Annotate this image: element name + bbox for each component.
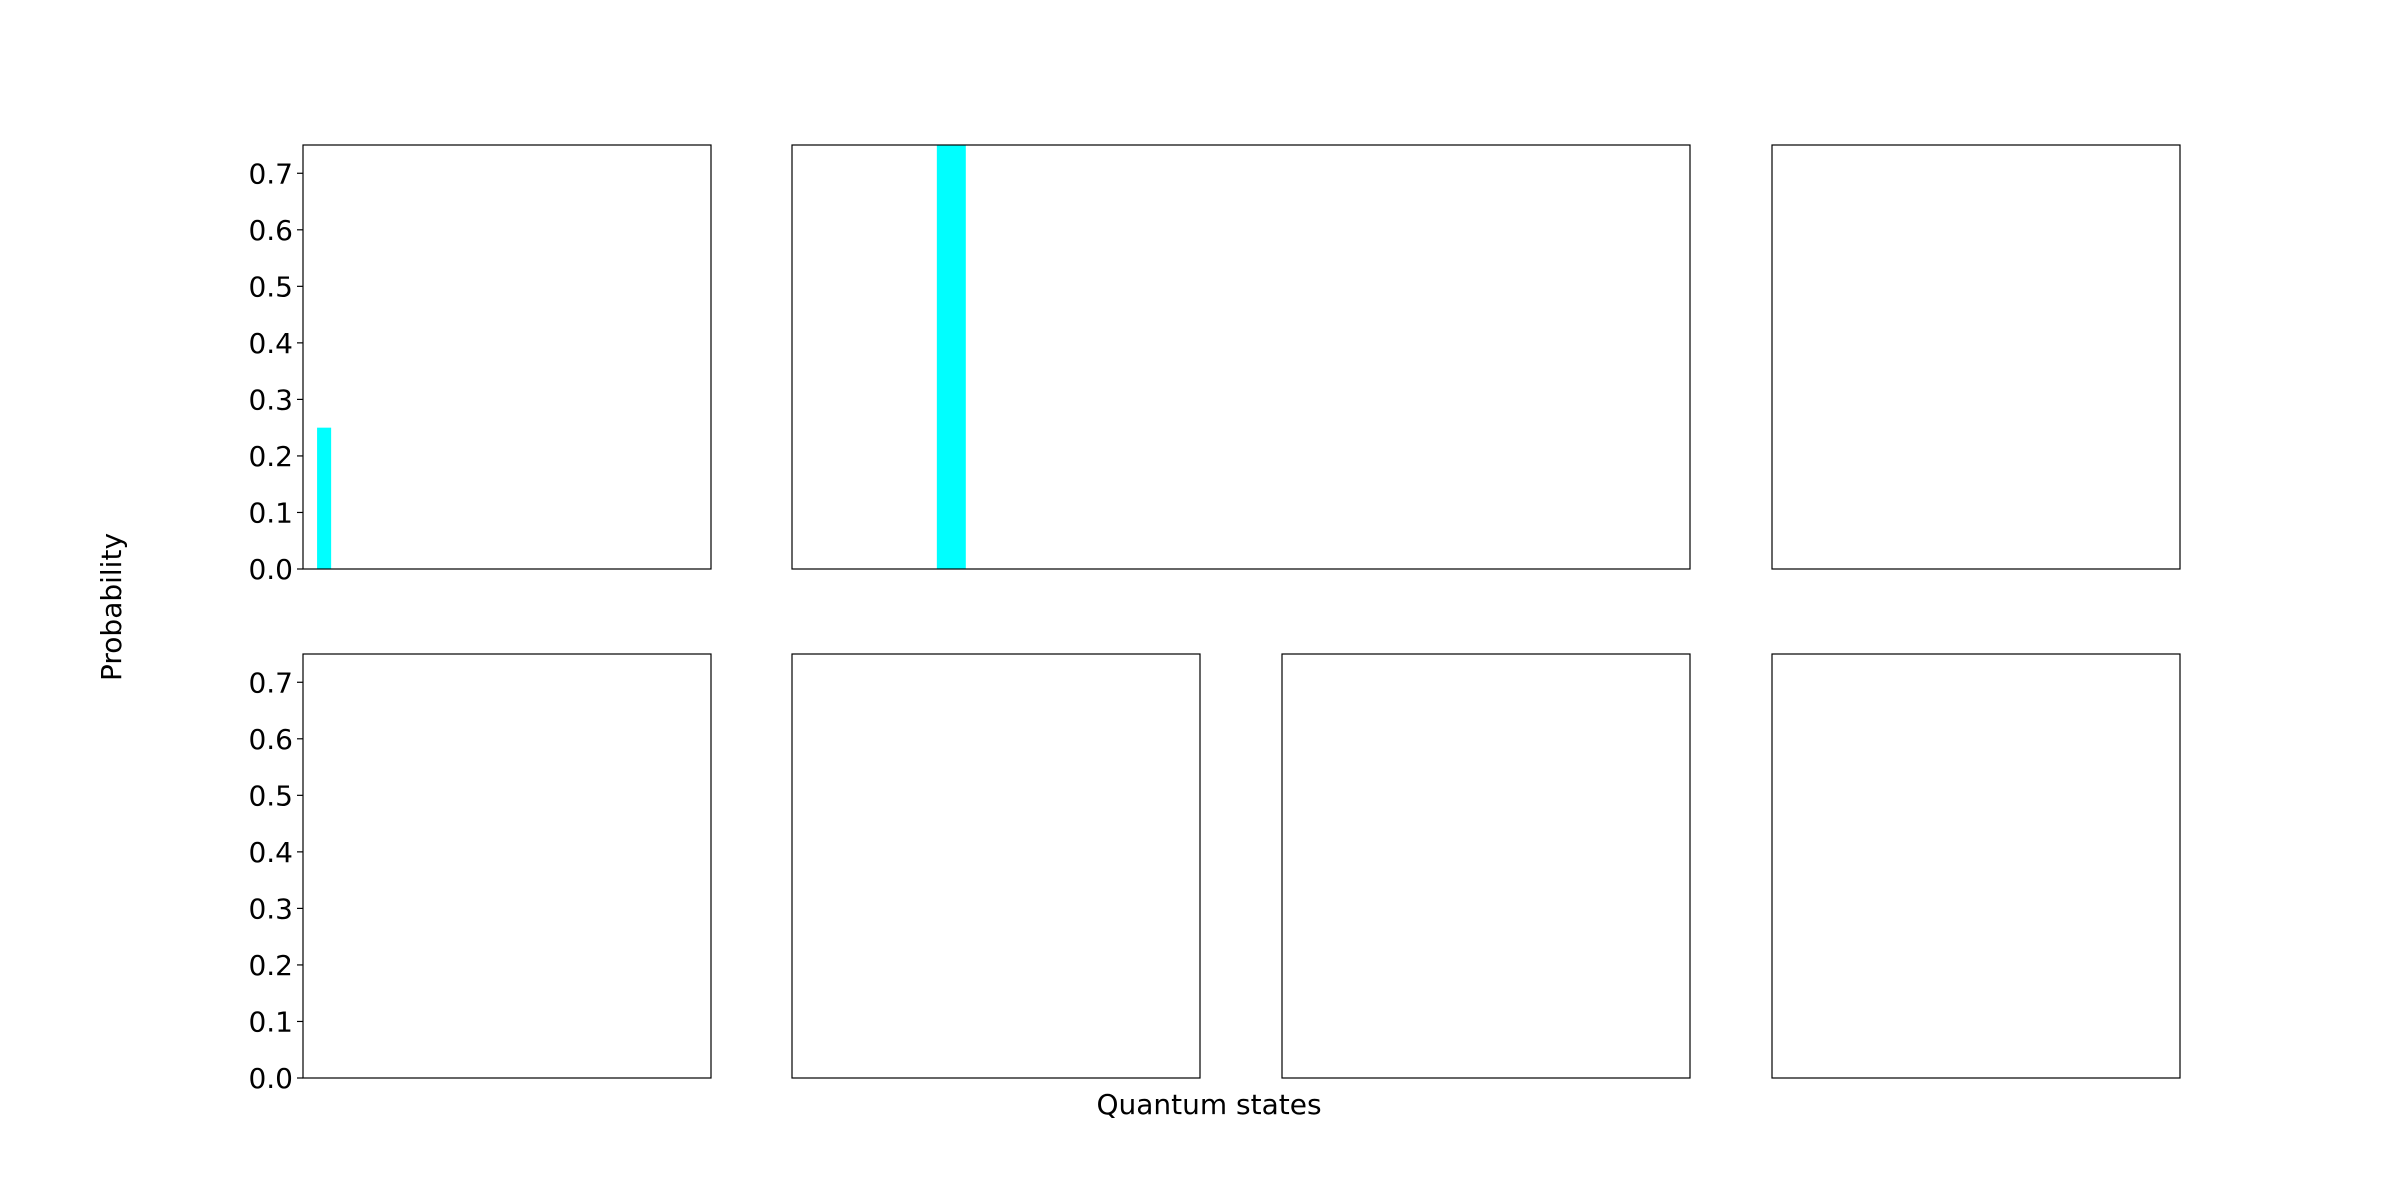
subplot-frame: [791, 144, 1691, 570]
y-tick-label: 0.5: [248, 779, 293, 812]
y-tick-label: 0.1: [248, 1005, 293, 1038]
y-tick-label: 0.0: [248, 553, 293, 586]
bar-2-1: [936, 145, 966, 569]
subplot-grid: 0.00.10.20.30.40.50.60.70.00.10.20.30.40…: [248, 144, 2181, 1095]
subplot-frame: [791, 653, 1201, 1079]
y-tick-label: 0.3: [248, 892, 293, 925]
subplot-2: [791, 144, 1691, 570]
y-tick-label: 0.0: [248, 1062, 293, 1095]
subplot-5: [791, 653, 1201, 1079]
y-tick-label: 0.4: [248, 836, 293, 869]
y-tick-label: 0.4: [248, 327, 293, 360]
subplot-frame: [302, 653, 712, 1079]
x-axis-label: Quantum states: [1096, 1088, 1321, 1121]
y-tick-label: 0.7: [248, 157, 293, 190]
y-axis-label: Probability: [95, 533, 128, 681]
y-tick-label: 0.6: [248, 723, 293, 756]
subplot-4: 0.0 0.1 0.2 0.3 0.4 0.5 0.6 0.7: [248, 653, 712, 1095]
subplot-3: [1771, 144, 2181, 570]
subplot-frame: [1771, 144, 2181, 570]
y-tick-label: 0.2: [248, 949, 293, 982]
y-tick-label: 0.6: [248, 214, 293, 247]
y-tick-label: 0.2: [248, 440, 293, 473]
subplot-frame: [1771, 653, 2181, 1079]
y-tick-label: 0.1: [248, 496, 293, 529]
subplot-frame: [1281, 653, 1691, 1079]
y-tick-label: 0.3: [248, 383, 293, 416]
subplot-7: [1771, 653, 2181, 1079]
bar-1-1: [317, 427, 332, 569]
subplot-frame: [302, 144, 712, 570]
subplot-1: 0.0 0.1 0.2 0.3 0.4 0.5 0.6 0.7: [248, 144, 712, 586]
subplot-6: [1281, 653, 1691, 1079]
y-tick-label: 0.7: [248, 666, 293, 699]
y-tick-label: 0.5: [248, 270, 293, 303]
